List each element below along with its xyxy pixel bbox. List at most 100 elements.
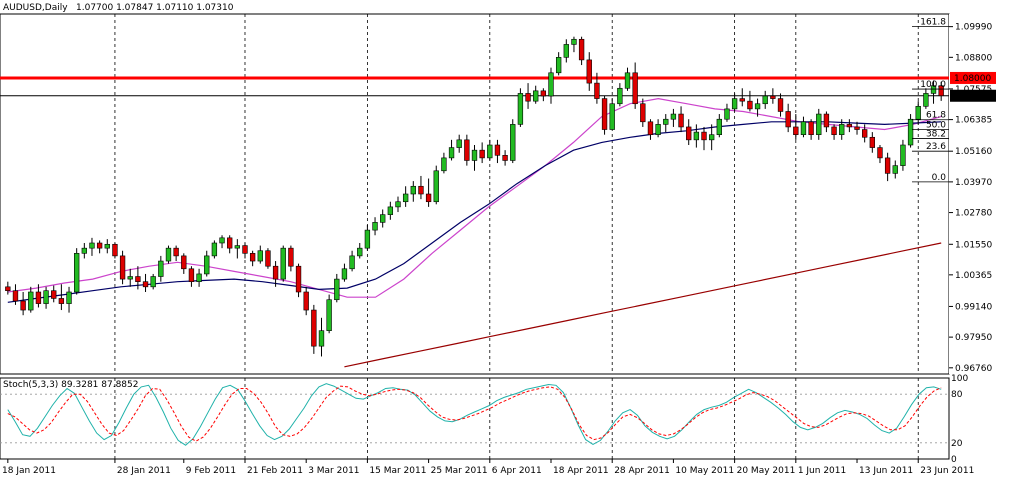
candle-body	[433, 170, 439, 203]
candle-body	[234, 245, 241, 249]
candle-body	[410, 185, 416, 195]
candle-body	[173, 247, 179, 257]
price-tick-label: 0.96760	[955, 364, 992, 374]
candle-body	[249, 253, 256, 262]
candle-body	[609, 103, 615, 130]
candle-body	[402, 193, 409, 203]
candle-body	[724, 108, 730, 120]
price-tick-label: 0.99140	[955, 302, 992, 312]
price-marker-label: 1.07310	[954, 92, 991, 102]
candle-body	[326, 299, 332, 331]
price-tick-label: 1.03970	[955, 178, 992, 188]
candle-body	[341, 268, 348, 280]
candle-body	[594, 82, 600, 99]
time-tick-label: 3 Mar 2011	[308, 466, 359, 476]
candle-body	[158, 260, 164, 277]
candle-body	[510, 124, 516, 161]
time-tick-label: 23 Jun 2011	[920, 466, 974, 476]
candle-body	[288, 247, 294, 267]
candle-body	[571, 38, 577, 45]
candle-body	[930, 85, 937, 94]
candle-body	[28, 291, 34, 311]
candle-body	[586, 59, 592, 84]
candle-body	[219, 237, 225, 244]
candle-body	[318, 330, 325, 347]
fibonacci-label: 0.0	[932, 173, 947, 183]
candle-body	[816, 113, 822, 135]
candle-body	[716, 118, 722, 135]
time-tick-label: 28 Apr 2011	[614, 466, 670, 476]
candle-body	[227, 237, 233, 249]
candle-body	[793, 126, 799, 135]
moving-average-line	[344, 242, 942, 368]
candle-body	[272, 265, 279, 280]
candle-body	[58, 298, 65, 304]
candle-body	[119, 255, 126, 280]
time-tick-label: 28 Jan 2011	[117, 466, 171, 476]
candle-body	[257, 250, 263, 262]
candle-body	[142, 281, 149, 288]
candle-body	[839, 124, 845, 135]
fibonacci-label: 50.0	[926, 121, 946, 131]
candle-body	[540, 90, 547, 97]
candle-body	[5, 286, 11, 292]
candle-body	[150, 276, 156, 288]
candle-body	[295, 265, 302, 293]
candle-body	[66, 291, 72, 304]
candle-body	[303, 291, 309, 311]
candle-body	[731, 98, 738, 110]
stoch-tick-label: 80	[951, 390, 963, 400]
time-tick-label: 25 Mar 2011	[431, 466, 488, 476]
candle-body	[12, 290, 19, 302]
price-tick-label: 1.01550	[955, 240, 992, 250]
price-panel[interactable]: 161.8 100.0 61.850.038.2 23.6 0.0	[0, 13, 950, 375]
price-tick-label: 1.02780	[955, 209, 992, 219]
candle-body	[188, 268, 195, 282]
candle-body	[647, 121, 654, 135]
candle-body	[533, 90, 539, 102]
stoch-title: Stoch(5,3,3) 89.3281 87.8852	[3, 380, 138, 390]
ohlc-label: 1.07700 1.07847 1.07110 1.07310	[76, 3, 234, 13]
candle-body	[265, 250, 271, 267]
candle-body	[242, 245, 248, 254]
candle-body	[89, 242, 95, 249]
candle-body	[387, 206, 394, 215]
candle-body	[884, 157, 891, 174]
axis-layer: 1.099901.088001.075751.063851.051601.039…	[2, 14, 1023, 476]
candle-body	[923, 93, 929, 107]
stoch-tick-label: 100	[951, 374, 968, 384]
candle-body	[655, 124, 661, 135]
candle-body	[464, 139, 470, 161]
candle-body	[418, 185, 424, 195]
candle-body	[900, 144, 906, 166]
candle-body	[104, 243, 110, 249]
candle-body	[777, 98, 784, 112]
candle-body	[555, 57, 562, 74]
candle-body	[487, 144, 493, 159]
stoch-tick-label: 0	[951, 455, 957, 465]
candle-body	[708, 134, 715, 141]
candle-body	[601, 98, 608, 130]
stoch-signal-line	[7, 385, 942, 442]
candle-body	[915, 106, 921, 120]
candle-body	[823, 113, 830, 128]
candle-body	[127, 276, 133, 280]
stochastic-panel[interactable]: Stoch(5,3,3) 89.3281 87.8852	[0, 377, 950, 460]
price-marker-label: 1.08000	[954, 74, 991, 84]
candle-body	[334, 278, 340, 301]
candle-body	[624, 72, 631, 89]
time-tick-label: 6 Apr 2011	[492, 466, 542, 476]
time-tick-label: 18 Jan 2011	[2, 466, 56, 476]
price-axis	[949, 14, 1023, 374]
candle-body	[204, 255, 210, 275]
candle-body	[861, 129, 868, 138]
candle-body	[678, 113, 684, 128]
candle-body	[754, 103, 761, 110]
candle-body	[846, 124, 853, 128]
candle-body	[770, 95, 776, 99]
time-tick-label: 15 Mar 2011	[369, 466, 426, 476]
candle-body	[74, 253, 80, 293]
price-tick-label: 1.00365	[955, 271, 992, 281]
candle-body	[869, 136, 875, 148]
